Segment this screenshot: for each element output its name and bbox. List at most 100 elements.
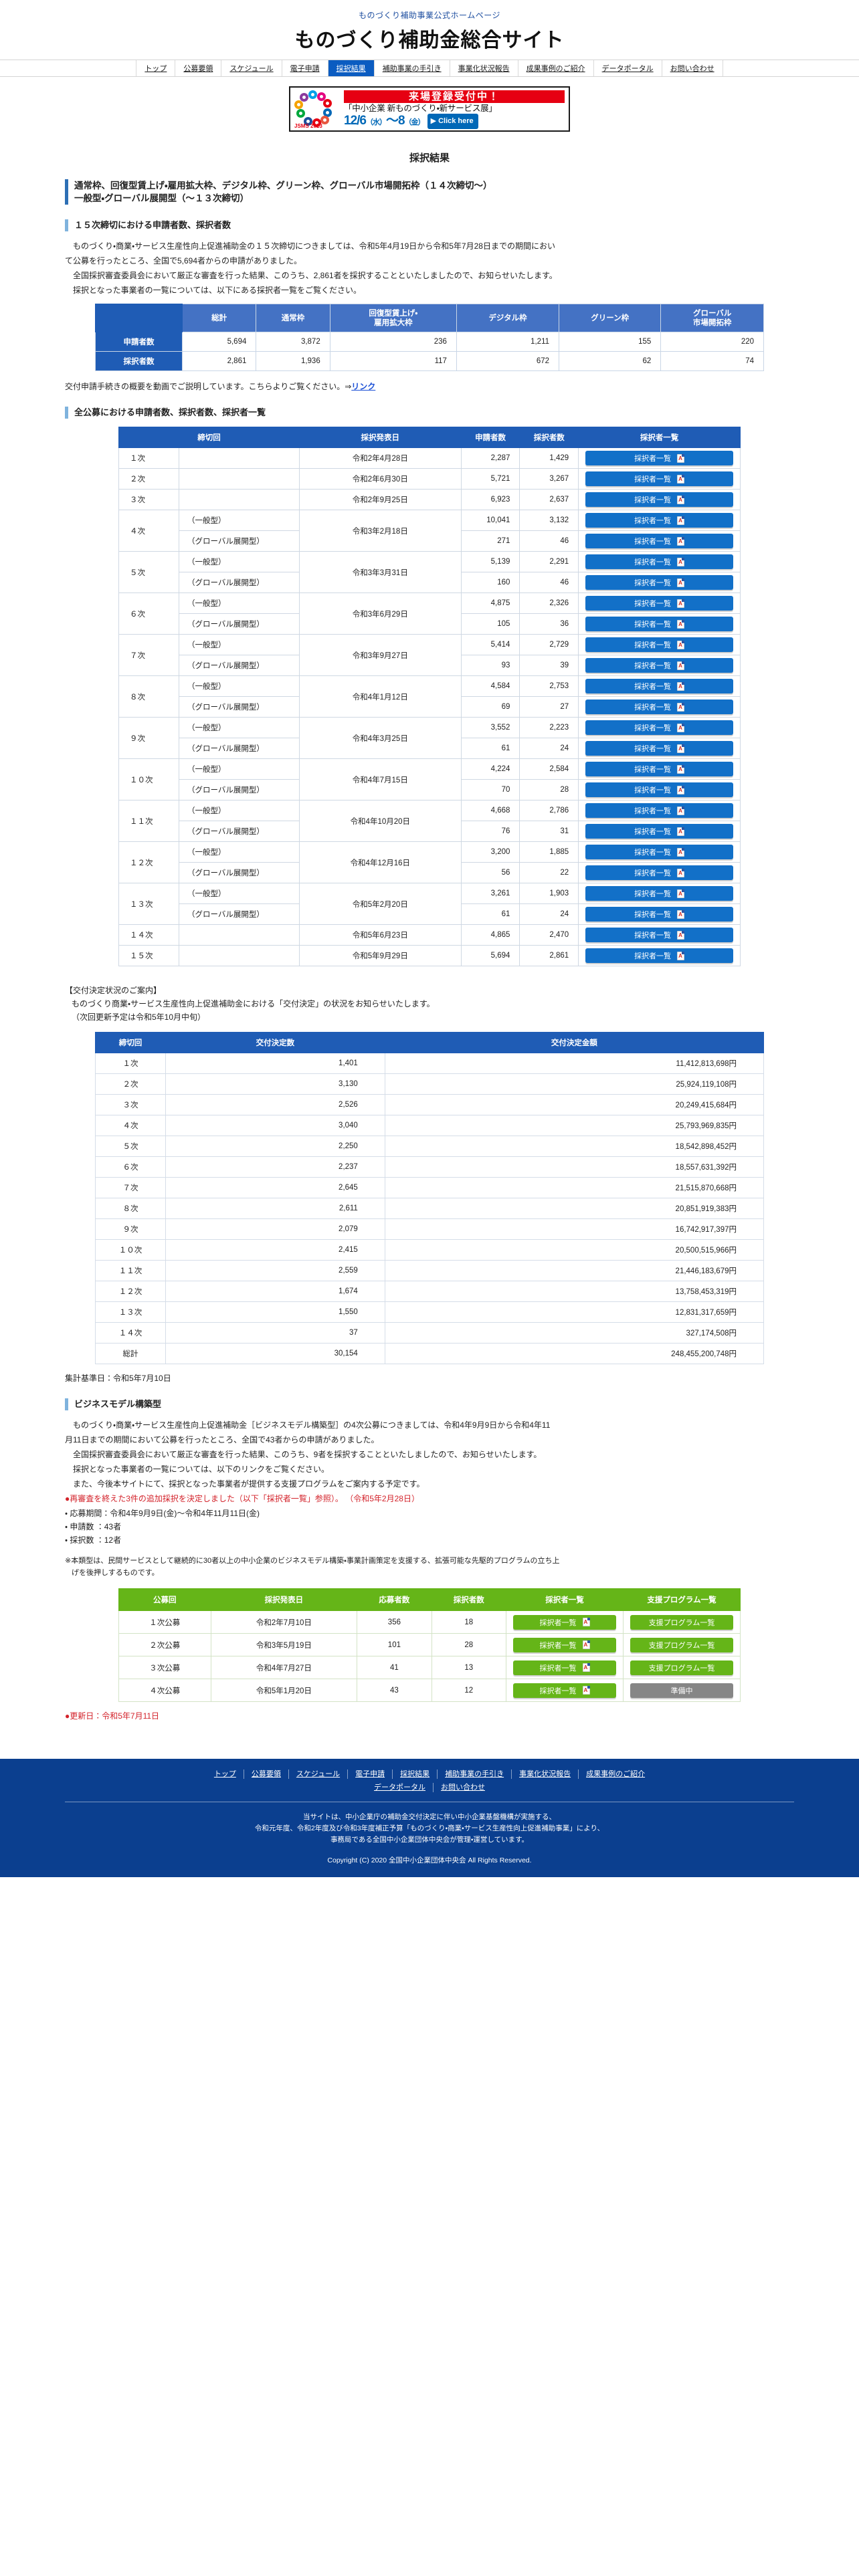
adopted-list-button[interactable]: 採択者一覧 — [585, 492, 733, 507]
adopted-list-button[interactable]: 採択者一覧 — [585, 741, 733, 756]
nav-item-2[interactable]: スケジュール — [221, 60, 282, 76]
adopted-list-button[interactable]: 採択者一覧 — [585, 617, 733, 631]
footer-link-7[interactable]: 成果事例のご紹介 — [586, 1770, 646, 1778]
col-grant-amount: 交付決定金額 — [384, 1032, 765, 1053]
footer-link-2[interactable]: スケジュール — [289, 1769, 349, 1779]
adopted-list-button[interactable]: 採択者一覧 — [585, 845, 733, 859]
adopted-list-button[interactable]: 採択者一覧 — [585, 679, 733, 693]
adopted-list-button[interactable]: 採択者一覧 — [585, 886, 733, 901]
adopted-list-button[interactable]: 採択者一覧 — [585, 762, 733, 776]
section-heading-15th: １５次締切における申請者数、採択者数 — [65, 219, 794, 231]
pdf-icon — [677, 951, 685, 960]
adopted-list-button[interactable]: 採択者一覧 — [585, 513, 733, 528]
button-label: 採択者一覧 — [634, 890, 672, 898]
bm-reexamination-note: ●再審査を終えた3件の追加採択を決定しました（以下「採択者一覧」参照）。 （令和… — [65, 1494, 419, 1503]
support-program-button[interactable]: 支援プログラム一覧 — [630, 1637, 733, 1652]
section-heading-business-model: ビジネスモデル構築型 — [65, 1398, 794, 1410]
cell-type: （グローバル展開型） — [178, 862, 300, 883]
col-bm-list: 採択者一覧 — [506, 1588, 624, 1611]
footer-link-3[interactable]: 電子申請 — [348, 1769, 393, 1779]
cell-date: 令和4年3月25日 — [298, 717, 462, 759]
support-program-button[interactable]: 支援プログラム一覧 — [630, 1660, 733, 1675]
nav-item-5[interactable]: 補助事業の手引き — [375, 60, 450, 76]
nav-item-1[interactable]: 公募要領 — [175, 60, 222, 76]
adopted-list-button[interactable]: 採択者一覧 — [585, 471, 733, 486]
col-recovery: 回復型賃上げ・ 雇用拡大枠 — [329, 304, 457, 332]
table-row: ９次 （一般型） 令和4年3月25日 3,552 2,223 採択者一覧 — [118, 717, 741, 759]
adopted-list-button[interactable]: 採択者一覧 — [585, 907, 733, 922]
video-link[interactable]: リンク — [351, 382, 376, 391]
adopted-list-button[interactable]: 採択者一覧 — [585, 451, 733, 465]
adopted-list-button[interactable]: 採択者一覧 — [513, 1637, 616, 1652]
cell-bm-date: 令和5年1月20日 — [210, 1679, 358, 1702]
table-row: １３次 1,550 12,831,317,659円 — [95, 1301, 765, 1323]
support-program-button[interactable]: 支援プログラム一覧 — [630, 1614, 733, 1630]
adopted-list-button[interactable]: 採択者一覧 — [513, 1660, 616, 1675]
footer-link-4[interactable]: 採択結果 — [393, 1769, 438, 1779]
adopted-list-button[interactable]: 採択者一覧 — [585, 575, 733, 590]
adopted-list-button[interactable]: 採択者一覧 — [585, 948, 733, 963]
footer-link-5[interactable]: 補助事業の手引き — [438, 1769, 512, 1779]
pdf-icon — [677, 909, 685, 919]
col-bm-program: 支援プログラム一覧 — [623, 1588, 741, 1611]
page-root: ものづくり補助事業公式ホームページ ものづくり補助金総合サイト トップ 公募要領ス… — [0, 0, 859, 1877]
adopted-list-button[interactable]: 採択者一覧 — [585, 596, 733, 611]
paragraph-1: ものづくり・商業・サービス生産性向上促進補助金の１５次締切につきましては、令和5… — [73, 241, 555, 251]
adopted-list-button[interactable]: 採択者一覧 — [513, 1683, 616, 1698]
cell-grant-round: １次 — [95, 1053, 166, 1074]
summary-cell: 672 — [456, 351, 560, 371]
adopted-list-button[interactable]: 採択者一覧 — [585, 554, 733, 569]
footer-link-0[interactable]: トップ — [207, 1769, 244, 1779]
preparing-badge: 準備中 — [630, 1683, 733, 1698]
col-bm-adopted: 採択者数 — [431, 1588, 507, 1611]
nav-item-6[interactable]: 事業化状況報告 — [450, 60, 518, 76]
bm-bullet-applications: ・ 申請数 ：43者 — [65, 1522, 122, 1531]
cell-adopted: 39 — [519, 655, 579, 676]
nav-item-0[interactable]: トップ — [136, 60, 176, 76]
cell-type: （グローバル展開型） — [178, 696, 300, 718]
button-label: 採択者一覧 — [634, 807, 672, 815]
footer-text-1: 当サイトは、中小企業庁の補助金交付決定に伴い中小企業基盤機構が実施する、 — [303, 1813, 556, 1821]
adopted-list-button[interactable]: 採択者一覧 — [585, 803, 733, 818]
nav-item-9[interactable]: お問い合わせ — [662, 60, 723, 76]
nav-item-4[interactable]: 採択結果 — [328, 60, 375, 76]
adopted-list-button[interactable]: 採択者一覧 — [585, 637, 733, 652]
col-global: グローバル 市場開拓枠 — [660, 304, 764, 332]
cell-grant-count: 2,079 — [165, 1218, 385, 1240]
adopted-list-button[interactable]: 採択者一覧 — [585, 782, 733, 797]
cell-action: 採択者一覧 — [578, 717, 741, 738]
cell-adopted: 2,291 — [519, 551, 579, 572]
cell-bm-adopted: 13 — [431, 1656, 507, 1679]
nav-item-8[interactable]: データポータル — [594, 60, 662, 76]
footer-link2-0[interactable]: データポータル — [367, 1783, 434, 1792]
button-label: 採択者一覧 — [539, 1618, 577, 1627]
adopted-list-button[interactable]: 採択者一覧 — [585, 700, 733, 714]
summary-row-label: 採択者数 — [95, 351, 183, 371]
summary-header-row: 総計 通常枠 回復型賃上げ・ 雇用拡大枠 デジタル枠 グリーン枠 グローバル 市場開… — [95, 304, 764, 332]
cell-grant-round: ７次 — [95, 1177, 166, 1198]
summary-cell: 5,694 — [181, 332, 257, 352]
aggregation-basis-date: 集計基準日：令和5年7月10日 — [65, 1374, 171, 1383]
adopted-list-button[interactable]: 採択者一覧 — [585, 534, 733, 548]
cell-date: 令和3年2月18日 — [298, 510, 462, 552]
table-row: ５次 2,250 18,542,898,452円 — [95, 1136, 765, 1157]
footer-link-6[interactable]: 事業化状況報告 — [512, 1769, 579, 1779]
footer-link2-1[interactable]: お問い合わせ — [441, 1784, 485, 1792]
nav-item-7[interactable]: 成果事例のご紹介 — [518, 60, 594, 76]
adopted-list-button[interactable]: 採択者一覧 — [585, 720, 733, 735]
cell-grant-amount: 11,412,813,698円 — [384, 1053, 765, 1074]
adopted-list-button[interactable]: 採択者一覧 — [585, 658, 733, 673]
adopted-list-button[interactable]: 採択者一覧 — [585, 824, 733, 839]
adopted-list-button[interactable]: 採択者一覧 — [585, 865, 733, 880]
cell-bm-program: 準備中 — [623, 1679, 741, 1702]
adopted-list-button[interactable]: 採択者一覧 — [513, 1614, 616, 1630]
footer-link-1[interactable]: 公募要領 — [244, 1769, 289, 1779]
cell-adopted: 2,584 — [519, 758, 579, 780]
table-row: １４次 37 327,174,508円 — [95, 1322, 765, 1344]
event-banner[interactable]: JSMS 2023 来場登録受付中！ 「中小企業 新ものづくり・新サービス展」 … — [289, 86, 570, 132]
table-row: ３次 令和2年9月25日 6,923 2,637 採択者一覧 — [118, 489, 741, 510]
nav-item-3[interactable]: 電子申請 — [282, 60, 328, 76]
click-here-button[interactable]: ▶ Click here — [427, 114, 478, 129]
adopted-list-button[interactable]: 採択者一覧 — [585, 928, 733, 942]
